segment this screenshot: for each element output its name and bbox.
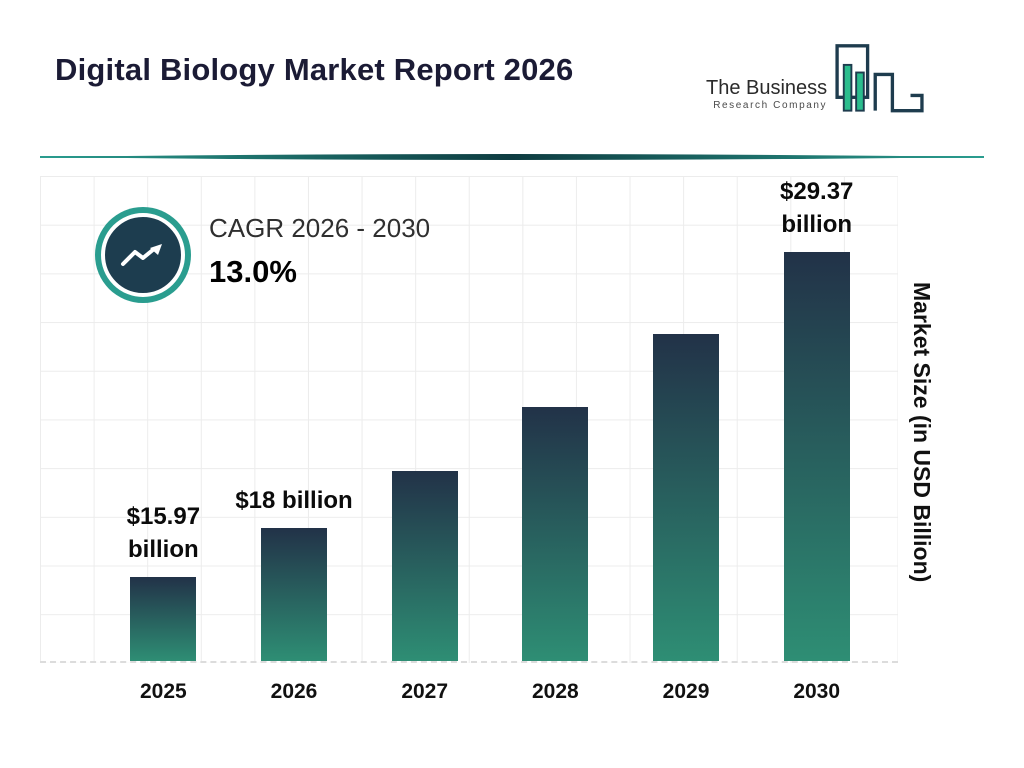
bar-slot-2028: [490, 176, 621, 661]
x-tick-2025: 2025: [139, 680, 187, 703]
bar-2026: [261, 527, 327, 661]
bar-slot-2030: $29.37 billion: [751, 176, 882, 661]
logo-bar-chart-icon: [832, 42, 928, 129]
bar-slot-2026: $18 billion: [229, 176, 360, 661]
divider-line: [40, 150, 984, 162]
x-tick-2026: 2026: [270, 680, 318, 703]
bar-slot-2027: [359, 176, 490, 661]
cagr-label: CAGR 2026 - 2030: [209, 213, 431, 243]
bar-value-label-2025: $15.97 billion: [126, 502, 201, 564]
x-tick-2030: 2030: [793, 680, 841, 703]
bar-2030: [783, 251, 850, 661]
page-title: Digital Biology Market Report 2026: [55, 52, 574, 87]
x-tick-2029: 2029: [662, 680, 710, 703]
y-axis-title: Market Size (in USD Billion): [909, 282, 935, 583]
x-tick-2028: 2028: [531, 680, 579, 703]
logo-text: The Business Research Company: [706, 59, 827, 112]
bar-slot-2029: [621, 176, 752, 661]
cagr-badge: CAGR 2026 - 2030 13.0%: [93, 205, 430, 297]
bar-2028: [522, 406, 589, 661]
bar-2027: [391, 470, 458, 661]
trend-up-icon: [101, 213, 185, 297]
cagr-value: 13.0%: [209, 254, 297, 289]
x-axis-labels: 2025 2026 2027 2028 2029 2030: [98, 680, 882, 704]
bar-2029: [653, 334, 720, 661]
bar-value-label-2030: $29.37 billion: [780, 177, 854, 239]
cagr-text: CAGR 2026 - 2030 13.0%: [209, 205, 430, 290]
bar-value-label-2026: $18 billion: [235, 487, 353, 515]
bar-2025: [130, 576, 197, 661]
x-tick-2027: 2027: [401, 680, 449, 703]
company-logo: The Business Research Company: [706, 42, 928, 129]
bar-chart: $15.97 billion $18 billion $29.37 billion: [40, 176, 898, 663]
plot-area: $15.97 billion $18 billion $29.37 billion: [98, 176, 882, 661]
logo-subname: Research Company: [713, 100, 828, 112]
logo-name: The Business: [706, 77, 828, 100]
bar-slot-2025: $15.97 billion: [98, 176, 229, 661]
